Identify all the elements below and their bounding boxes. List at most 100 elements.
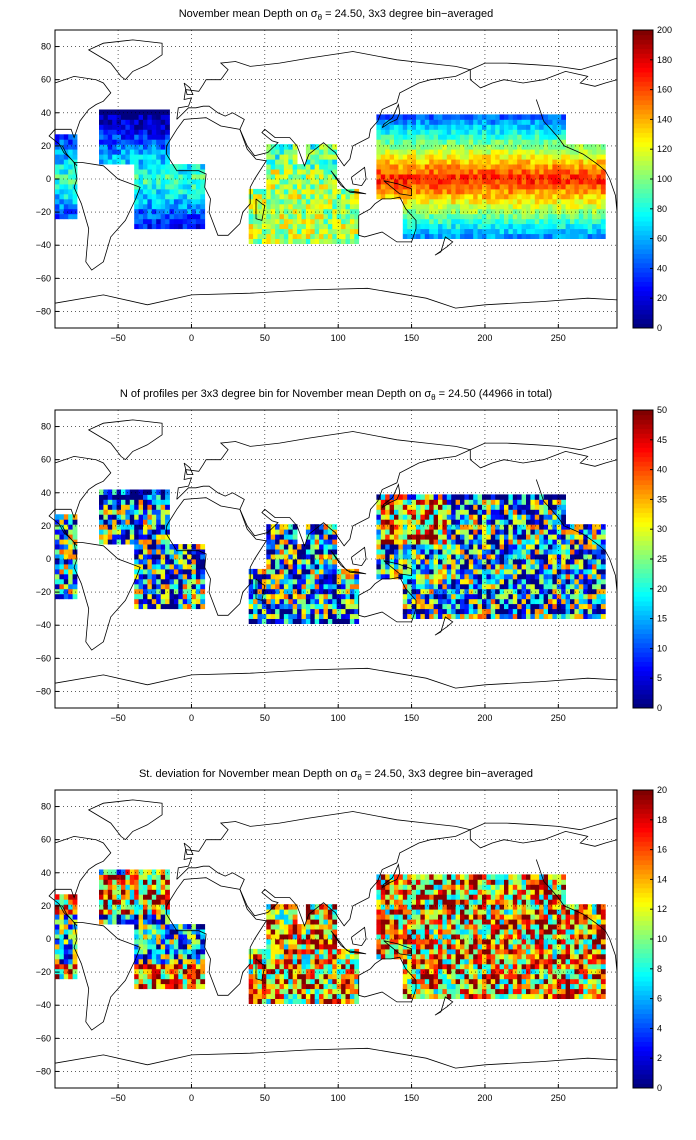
heatmap-cell <box>178 184 184 190</box>
heatmap-cell <box>574 213 580 220</box>
heatmap-cell <box>63 948 69 955</box>
heatmap-cell <box>424 203 430 210</box>
heatmap-cell <box>473 519 478 525</box>
heatmap-cell <box>292 223 298 230</box>
heatmap-cell <box>446 159 452 165</box>
heatmap-cell <box>275 618 280 624</box>
heatmap-cell <box>327 184 333 190</box>
heatmap-cell <box>438 124 443 130</box>
heatmap-cell <box>319 603 324 610</box>
heatmap-cell <box>521 149 527 155</box>
heatmap-cell <box>424 603 430 610</box>
heatmap-cell <box>160 494 166 500</box>
heatmap-cell <box>305 218 311 225</box>
heatmap-cell <box>455 228 461 235</box>
heatmap-cell <box>270 573 276 580</box>
heatmap-cell <box>195 203 201 210</box>
colorbar-segment <box>633 559 653 565</box>
heatmap-cell <box>147 554 153 560</box>
heatmap-cell <box>63 144 69 150</box>
heatmap-cell <box>323 149 329 155</box>
heatmap-cell <box>548 539 553 545</box>
heatmap-cell <box>138 968 144 975</box>
heatmap-cell <box>455 134 461 140</box>
heatmap-cell <box>420 174 426 180</box>
heatmap-cell <box>314 233 320 239</box>
heatmap-cell <box>451 169 456 175</box>
heatmap-cell <box>411 539 417 545</box>
heatmap-cell <box>530 223 536 230</box>
heatmap-cell <box>200 184 206 190</box>
heatmap-cell <box>499 188 505 195</box>
heatmap-cell <box>592 603 597 610</box>
heatmap-cell <box>103 524 109 530</box>
heatmap-cell <box>68 529 73 535</box>
heatmap-cell <box>310 238 316 244</box>
heatmap-cell <box>477 154 483 160</box>
heatmap-cell <box>138 109 144 115</box>
heatmap-cell <box>270 203 276 210</box>
heatmap-cell <box>310 598 316 605</box>
heatmap-cell <box>420 193 426 200</box>
colorbar-segment <box>633 48 653 54</box>
colorbar-segment <box>633 202 653 208</box>
heatmap-cell <box>570 559 575 565</box>
heatmap-cell <box>592 549 597 555</box>
heatmap-cell <box>156 193 161 200</box>
heatmap-cell <box>195 549 201 555</box>
heatmap-cell <box>416 179 421 185</box>
heatmap-cell <box>508 573 514 580</box>
heatmap-cell <box>283 559 289 565</box>
heatmap-cell <box>446 119 452 125</box>
heatmap-cell <box>314 174 320 180</box>
heatmap-cell <box>446 603 452 610</box>
heatmap-cell <box>482 223 487 230</box>
heatmap-cell <box>292 233 298 239</box>
heatmap-cell <box>292 179 298 185</box>
heatmap-cell <box>578 578 584 585</box>
heatmap-cell <box>195 944 201 950</box>
heatmap-cell <box>68 134 73 140</box>
heatmap-cell <box>253 198 258 205</box>
heatmap-cell <box>292 169 298 175</box>
heatmap-cell <box>129 504 135 510</box>
y-tick-label: 0 <box>46 174 51 184</box>
heatmap-cell <box>134 159 139 165</box>
heatmap-cell <box>125 124 131 130</box>
heatmap-cell <box>143 514 148 520</box>
heatmap-cell <box>72 578 78 585</box>
heatmap-cell <box>592 179 597 185</box>
heatmap-cell <box>169 174 175 180</box>
heatmap-cell <box>200 564 206 570</box>
heatmap-cell <box>345 188 351 195</box>
heatmap-cell <box>336 613 342 619</box>
heatmap-cell <box>561 144 566 150</box>
heatmap-cell <box>539 559 544 565</box>
heatmap-cell <box>169 213 175 220</box>
heatmap-cell <box>275 583 280 590</box>
heatmap-cell <box>468 593 474 600</box>
heatmap-cell <box>438 179 443 185</box>
heatmap-cell <box>288 544 294 550</box>
heatmap-cell <box>574 188 580 195</box>
heatmap-cell <box>600 164 606 170</box>
heatmap-cell <box>279 213 285 220</box>
heatmap-cell <box>292 603 298 610</box>
heatmap-cell <box>297 583 302 590</box>
heatmap-cell <box>534 499 540 505</box>
heatmap-cell <box>332 613 338 619</box>
heatmap-cell <box>341 233 346 239</box>
heatmap-cell <box>283 524 289 530</box>
heatmap-cell <box>574 228 580 235</box>
heatmap-cell <box>341 208 346 215</box>
heatmap-cell <box>178 223 184 230</box>
heatmap-cell <box>517 598 522 605</box>
heatmap-cell <box>477 568 483 575</box>
heatmap-cell <box>191 188 197 195</box>
y-tick-label: 60 <box>41 75 51 85</box>
heatmap-cell <box>592 218 597 225</box>
heatmap-cell <box>107 524 113 530</box>
heatmap-cell <box>129 139 135 145</box>
heatmap-cell <box>121 159 126 165</box>
heatmap-cell <box>548 169 553 175</box>
